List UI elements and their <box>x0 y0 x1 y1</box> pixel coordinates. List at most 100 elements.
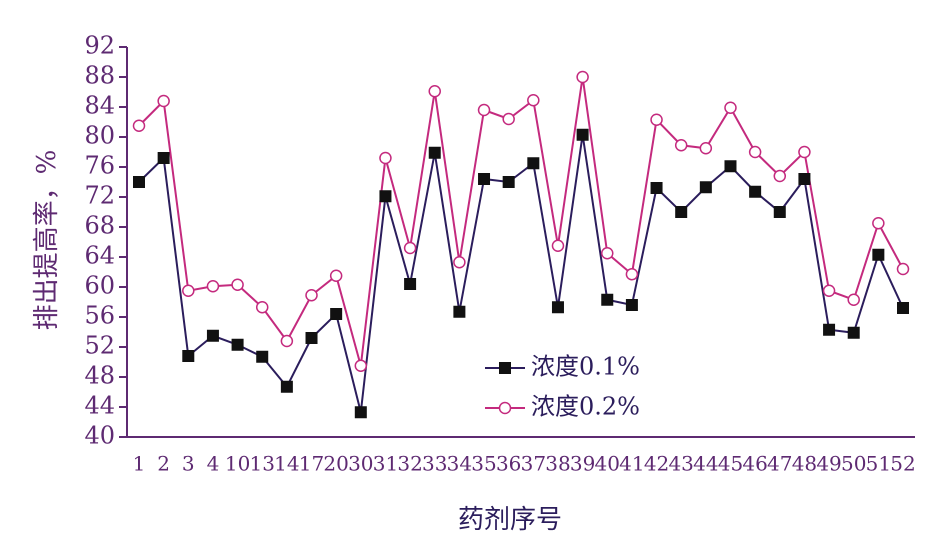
x-tick-label: 20 <box>323 452 348 476</box>
x-tick-label: 48 <box>792 452 817 476</box>
point <box>699 181 712 194</box>
x-tick-label: 49 <box>816 452 841 476</box>
x-tick-label: 38 <box>545 452 570 476</box>
point <box>182 350 195 362</box>
x-tick-label: 47 <box>767 452 792 476</box>
y-tick-label: 72 <box>84 182 115 210</box>
y-tick-label: 48 <box>84 362 115 390</box>
x-tick-label: 41 <box>619 452 644 476</box>
x-tick-label: 37 <box>521 452 546 476</box>
y-tick-label: 44 <box>84 392 115 420</box>
point <box>428 85 441 98</box>
point <box>625 268 639 281</box>
point <box>601 247 614 260</box>
point <box>650 182 663 194</box>
point <box>748 145 762 159</box>
point <box>773 206 786 218</box>
legend-label: 浓度0.1% <box>531 353 640 381</box>
point <box>206 280 220 293</box>
point <box>650 113 663 126</box>
point <box>527 157 540 170</box>
point <box>674 139 688 152</box>
point <box>872 248 885 261</box>
x-tick-label: 44 <box>693 452 718 476</box>
x-tick-label: 39 <box>570 452 595 476</box>
point <box>330 308 343 320</box>
y-tick-label: 80 <box>84 122 115 150</box>
point <box>823 323 836 336</box>
point <box>280 334 294 348</box>
x-tick-label: 51 <box>866 452 891 476</box>
y-tick-label: 64 <box>84 242 115 270</box>
x-tick-label: 34 <box>447 452 472 476</box>
x-tick-label: 13 <box>249 452 274 476</box>
x-tick-label: 33 <box>422 452 447 476</box>
y-tick-label: 56 <box>84 302 115 330</box>
point <box>477 103 491 117</box>
x-tick-label: 43 <box>668 452 693 476</box>
legend-label: 浓度0.2% <box>531 393 640 421</box>
y-tick-label: 68 <box>84 212 115 240</box>
point <box>354 406 367 419</box>
y-tick-label: 84 <box>84 92 115 120</box>
x-tick-label: 31 <box>373 452 398 476</box>
point <box>601 293 614 306</box>
point <box>379 151 392 165</box>
point <box>255 301 269 314</box>
point <box>231 278 244 291</box>
y-axis-title: 排出提高率，% <box>32 150 62 331</box>
point <box>206 329 219 342</box>
point <box>502 176 515 188</box>
point <box>132 119 146 132</box>
point <box>699 142 713 155</box>
x-tick-label: 3 <box>182 452 195 476</box>
point <box>256 350 269 363</box>
point <box>305 289 318 302</box>
x-axis-title: 药剂序号 <box>458 505 562 535</box>
y-tick-label: 92 <box>84 32 115 60</box>
point <box>773 169 787 183</box>
x-tick-label: 14 <box>274 452 299 476</box>
point <box>280 380 293 393</box>
point <box>354 359 368 372</box>
x-tick-label: 30 <box>348 452 373 476</box>
point <box>428 146 441 159</box>
y-tick-label: 88 <box>84 62 115 90</box>
y-tick-label: 60 <box>84 272 115 300</box>
point <box>403 241 417 255</box>
x-tick-label: 2 <box>157 452 170 476</box>
point <box>576 128 589 141</box>
point <box>625 299 638 311</box>
x-tick-label: 50 <box>841 452 866 476</box>
x-tick-label: 17 <box>299 452 324 476</box>
point <box>329 269 343 282</box>
point <box>724 101 737 114</box>
x-tick-label: 42 <box>644 452 669 476</box>
point <box>404 278 417 290</box>
point <box>896 262 910 276</box>
legend-marker <box>498 401 512 415</box>
legend-marker <box>499 362 511 374</box>
x-tick-label: 45 <box>718 452 743 476</box>
point <box>379 190 392 203</box>
point <box>798 145 811 159</box>
x-tick-label: 4 <box>207 452 220 476</box>
y-tick-label: 52 <box>84 332 115 360</box>
point <box>305 332 318 344</box>
point <box>478 173 491 185</box>
point <box>675 206 688 218</box>
x-tick-label: 46 <box>742 452 767 476</box>
x-tick-label: 1 <box>133 452 146 476</box>
point <box>453 256 466 269</box>
point <box>157 94 170 108</box>
x-tick-label: 52 <box>890 452 915 476</box>
x-tick-label: 32 <box>397 452 422 476</box>
point <box>897 302 909 314</box>
point <box>749 185 762 198</box>
point <box>551 239 565 252</box>
series-line <box>138 76 904 367</box>
point <box>133 176 145 188</box>
point <box>576 70 589 84</box>
point <box>453 305 466 318</box>
